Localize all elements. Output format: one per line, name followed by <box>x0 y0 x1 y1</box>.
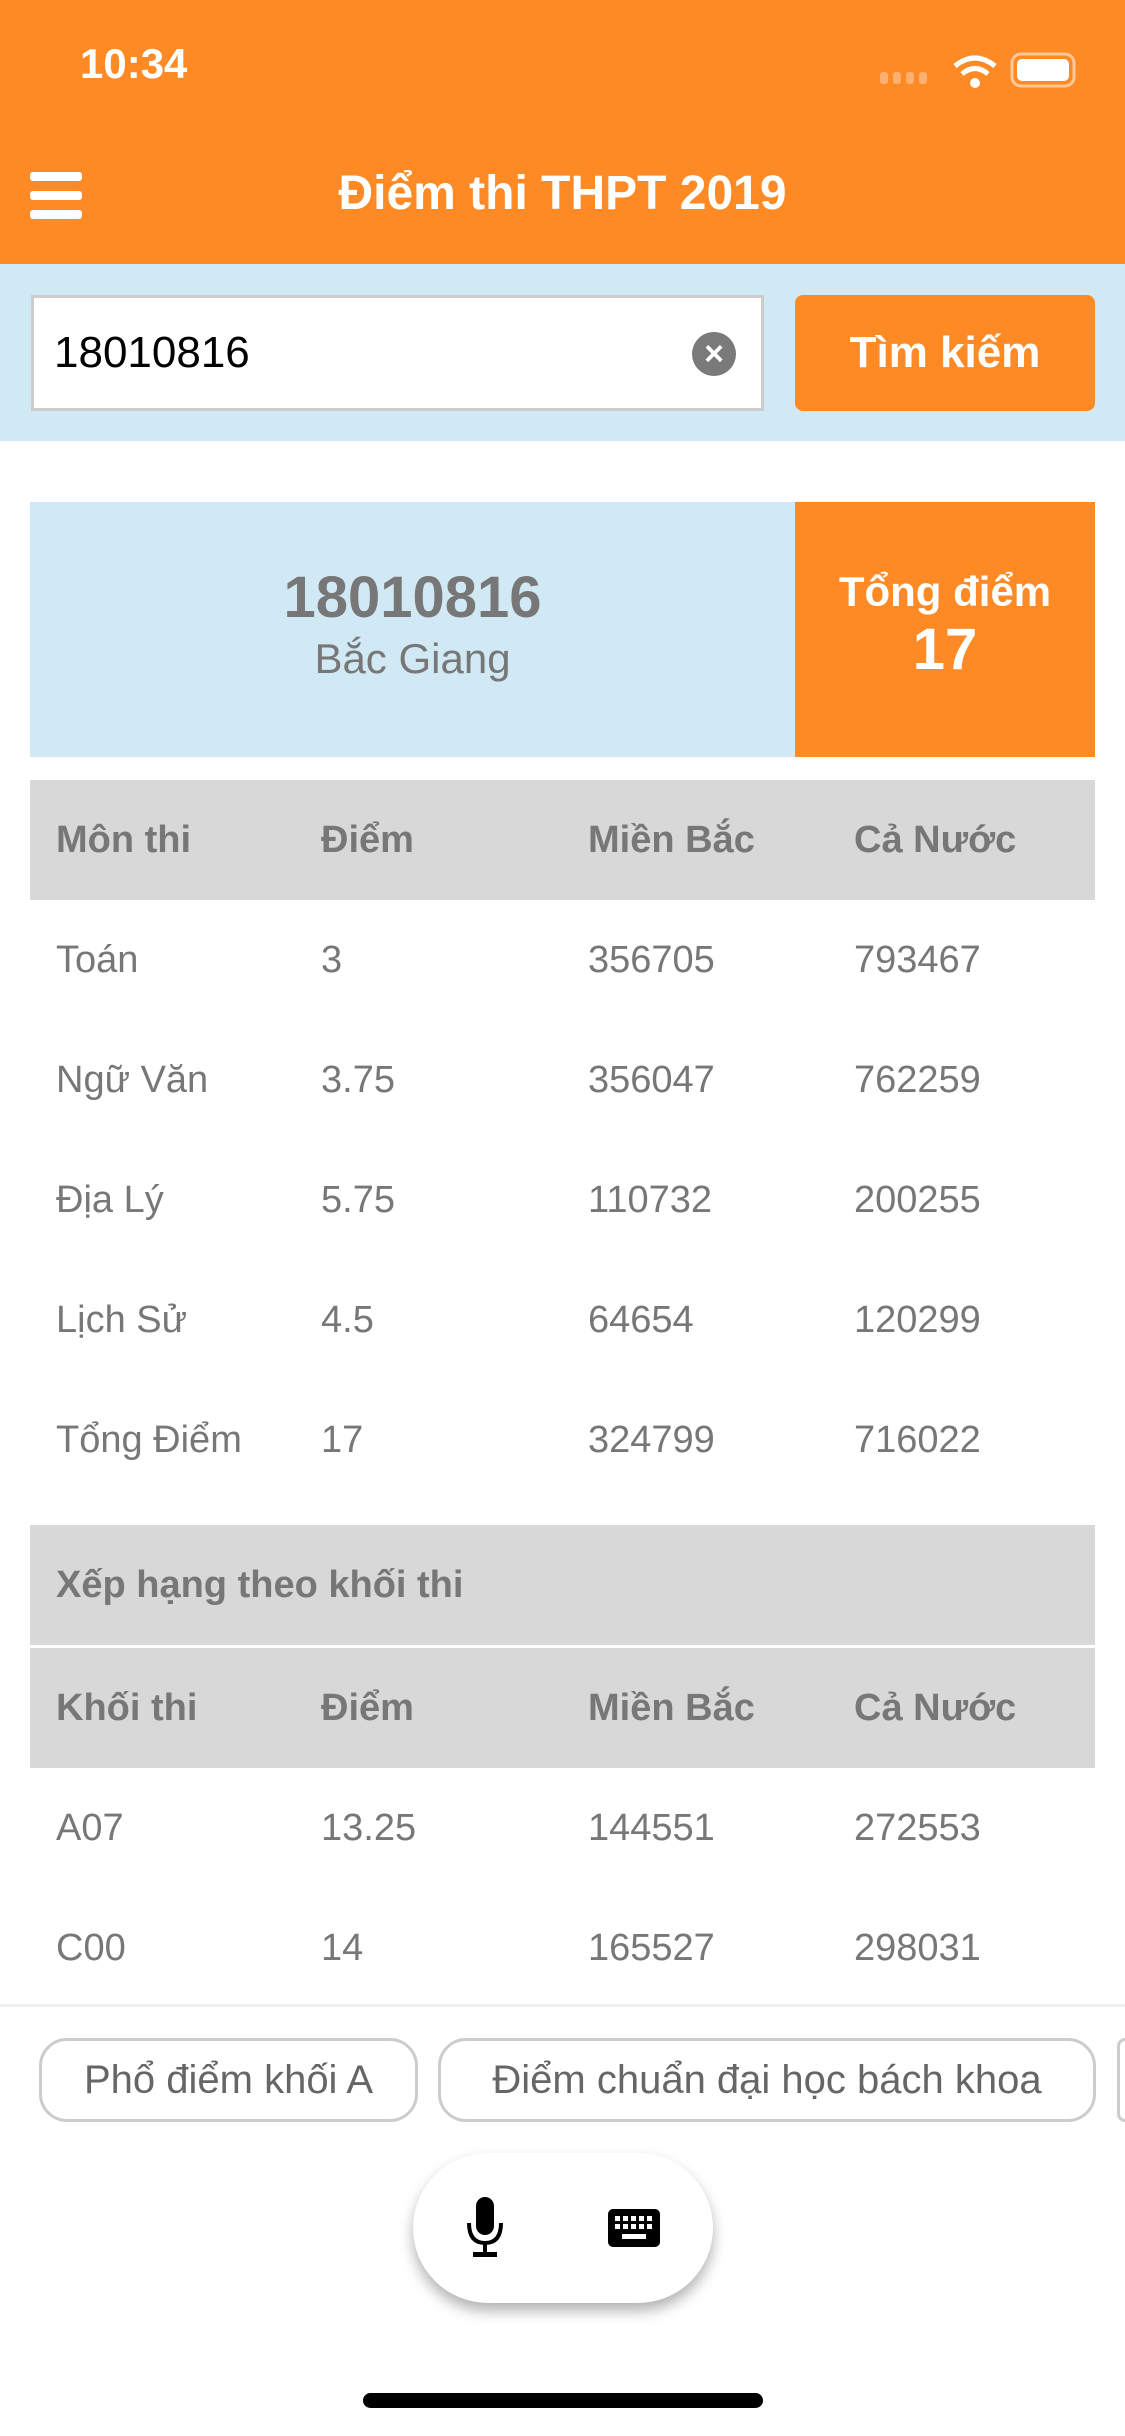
table-row-cell: 272553 <box>854 1806 981 1849</box>
input-mode-toggle <box>413 2153 713 2303</box>
table-row-cell: 4.5 <box>321 1298 374 1341</box>
table-header-cell: Khối thi <box>56 1686 198 1729</box>
table-row-cell: 3.75 <box>321 1058 395 1101</box>
table-header-cell: Điểm <box>321 818 414 861</box>
table-header-cell: Miền Bắc <box>588 818 755 861</box>
suggestion-chip[interactable]: Điểm chuẩn đại học bách khoa <box>438 2038 1096 2122</box>
section-header: Xếp hạng theo khối thi <box>30 1525 1095 1645</box>
table-row-cell: A07 <box>56 1806 124 1849</box>
table-row: Lịch Sử 4.5 64654 120299 <box>30 1260 1095 1380</box>
province: Bắc Giang <box>314 635 511 682</box>
table-header: Môn thi Điểm Miền Bắc Cả Nước <box>30 780 1095 900</box>
table-row-cell: 762259 <box>854 1058 981 1101</box>
table-row-cell: 14 <box>321 1926 364 1969</box>
table-row: Địa Lý 5.75 110732 200255 <box>30 1140 1095 1260</box>
table-header-cell: Môn thi <box>56 818 192 861</box>
battery-icon <box>1010 52 1076 88</box>
table-row-cell: Địa Lý <box>56 1178 164 1221</box>
home-indicator[interactable] <box>363 2393 763 2408</box>
suggestion-chip[interactable]: Phổ điểm khối A <box>39 2038 418 2122</box>
section-title: Xếp hạng theo khối thi <box>56 1563 464 1606</box>
table-row-cell: Toán <box>56 938 139 981</box>
microphone-icon[interactable] <box>465 2197 505 2259</box>
menu-icon[interactable] <box>30 172 82 220</box>
table-row-cell: 64654 <box>588 1298 694 1341</box>
table-row-cell: 716022 <box>854 1418 981 1461</box>
table-row-cell: 144551 <box>588 1806 715 1849</box>
status-icons <box>880 52 1076 88</box>
table-row-cell: Tổng Điểm <box>56 1418 242 1461</box>
table-row-cell: 165527 <box>588 1926 715 1969</box>
table-row: C00 14 165527 298031 <box>30 1888 1095 2008</box>
wifi-icon <box>953 55 997 76</box>
table-row-cell: 324799 <box>588 1418 715 1461</box>
table-row: Ngữ Văn 3.75 356047 762259 <box>30 1020 1095 1140</box>
total-score-card: Tổng điểm 17 <box>795 502 1095 757</box>
clear-icon[interactable]: × <box>692 332 736 376</box>
table-row-cell: 3 <box>321 938 343 981</box>
table-row: A07 13.25 144551 272553 <box>30 1768 1095 1888</box>
table-row-cell: 200255 <box>854 1178 981 1221</box>
table-row-cell: 793467 <box>854 938 981 981</box>
table-row-cell: 17 <box>321 1418 364 1461</box>
search-input[interactable]: 18010816 <box>31 295 764 411</box>
table-row-cell: Lịch Sử <box>56 1298 188 1341</box>
table-header-cell: Miền Bắc <box>588 1686 755 1729</box>
app-header <box>0 0 1125 264</box>
table-row: Toán 3 356705 793467 <box>30 900 1095 1020</box>
table-row-cell: 120299 <box>854 1298 981 1341</box>
total-label: Tổng điểm <box>838 568 1052 615</box>
table-row-cell: Ngữ Văn <box>56 1058 209 1101</box>
signal-icon <box>880 72 927 84</box>
total-value: 17 <box>912 617 978 682</box>
candidate-card: 18010816 Bắc Giang <box>30 502 795 757</box>
table-row-cell: C00 <box>56 1926 126 1969</box>
table-row-cell: 13.25 <box>321 1806 417 1849</box>
table-row-cell: 5.75 <box>321 1178 395 1221</box>
table-row-cell: 110732 <box>588 1178 712 1221</box>
table-row: Tổng Điểm 17 324799 716022 <box>30 1380 1095 1500</box>
table-row-cell: 356047 <box>588 1058 715 1101</box>
keyboard-icon[interactable] <box>608 2209 660 2247</box>
table-header: Khối thi Điểm Miền Bắc Cả Nước <box>30 1648 1095 1768</box>
page-title: Điểm thi THPT 2019 <box>338 167 787 220</box>
suggestion-chip[interactable] <box>1117 2038 1125 2122</box>
table-row-cell: 356705 <box>588 938 715 981</box>
divider <box>0 2004 1125 2007</box>
table-row-cell: 298031 <box>854 1926 981 1969</box>
table-header-cell: Cả Nước <box>854 818 1017 861</box>
table-header-cell: Cả Nước <box>854 1686 1017 1729</box>
status-time: 10:34 <box>80 40 188 87</box>
table-header-cell: Điểm <box>321 1686 414 1729</box>
candidate-id: 18010816 <box>283 565 542 630</box>
search-button[interactable]: Tìm kiếm <box>795 295 1095 411</box>
